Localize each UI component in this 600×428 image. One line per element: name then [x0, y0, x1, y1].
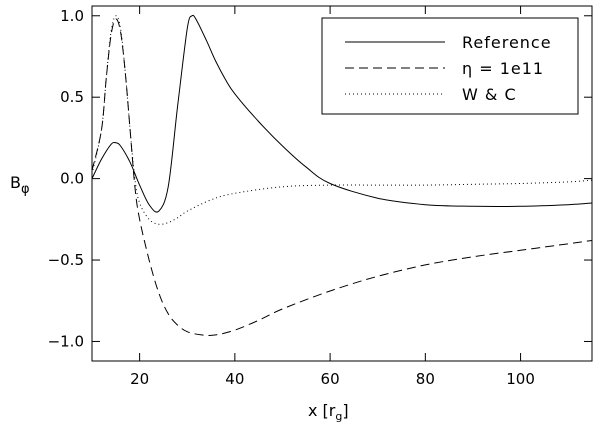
- x-tick-label: 40: [225, 370, 244, 388]
- axis-ticks: [92, 6, 592, 361]
- series-lines: [91, 14, 593, 336]
- tick-labels: 20 40 60 80 100 −1.0 −0.5 0.0 0.5 1.0: [48, 7, 535, 388]
- series-line-0: [91, 14, 593, 213]
- y-tick-label: −1.0: [48, 332, 84, 350]
- y-tick-label: 1.0: [60, 7, 84, 25]
- legend-label-reference: Reference: [462, 33, 552, 52]
- y-tick-label: 0.5: [60, 88, 84, 106]
- legend-label-eta: η = 1e11: [462, 59, 544, 78]
- legend: Reference η = 1e11 W & C: [321, 17, 579, 115]
- y-tick-label: −0.5: [48, 251, 84, 269]
- x-axis-label: x [rg]: [308, 401, 349, 423]
- legend-label-wc: W & C: [462, 85, 517, 104]
- y-tick-label: 0.0: [60, 170, 84, 188]
- x-tick-label: 100: [506, 370, 535, 388]
- series-line-2: [91, 15, 593, 225]
- y-axis-label: Bφ: [10, 173, 30, 197]
- x-tick-label: 80: [416, 370, 435, 388]
- plot-frame: [91, 5, 593, 362]
- series-line-1: [91, 18, 593, 336]
- legend-box: [321, 17, 579, 115]
- x-tick-label: 60: [321, 370, 340, 388]
- x-tick-label: 20: [130, 370, 149, 388]
